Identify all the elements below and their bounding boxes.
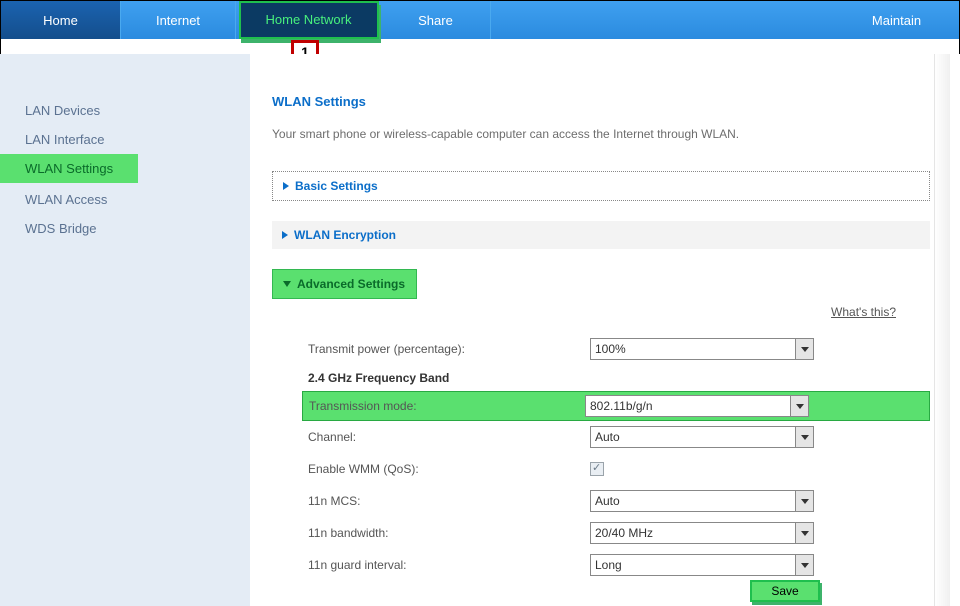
sidebar-item-lan-interface[interactable]: LAN Interface [0,125,250,154]
dropdown-icon [795,555,813,575]
page-title: WLAN Settings [272,94,930,109]
transmit-power-value: 100% [590,338,814,360]
nav-spacer [491,1,834,39]
row-bandwidth: 11n bandwidth: 20/40 MHz [308,517,930,549]
channel-value: Auto [590,426,814,448]
transmit-power-select[interactable]: 100% [590,338,814,360]
chevron-down-icon [283,281,291,287]
band-header: 2.4 GHz Frequency Band [308,371,930,385]
top-nav: Home Internet Home Network Share Maintai… [1,1,959,39]
chevron-right-icon [282,231,288,239]
bandwidth-label: 11n bandwidth: [308,526,590,540]
save-button-wrap: Save [750,580,820,602]
page-description: Your smart phone or wireless-capable com… [272,127,930,141]
nav-tab-home[interactable]: Home [1,1,121,39]
dropdown-icon [795,491,813,511]
save-button[interactable]: Save [750,580,820,602]
nav-tab-share[interactable]: Share [381,1,491,39]
transmission-mode-label: Transmission mode: [309,399,585,413]
sidebar-item-wds-bridge[interactable]: WDS Bridge [0,214,250,243]
nav-tab-internet[interactable]: Internet [121,1,236,39]
transmission-mode-select[interactable]: 802.11b/g/n [585,395,809,417]
row-guard-interval: 11n guard interval: Long [308,549,930,581]
accordion-advanced-label: Advanced Settings [297,277,405,291]
nav-tab-home-network[interactable]: Home Network [239,1,379,39]
sidebar: LAN Devices LAN Interface WLAN Settings … [0,54,250,606]
guard-interval-value: Long [590,554,814,576]
nav-tab-maintain[interactable]: Maintain [834,1,959,39]
sidebar-item-wlan-access[interactable]: WLAN Access [0,185,250,214]
dropdown-icon [790,396,808,416]
sidebar-item-wlan-settings[interactable]: WLAN Settings [0,154,138,183]
chevron-right-icon [283,182,289,190]
row-transmit-power: Transmit power (percentage): 100% [308,333,930,365]
bandwidth-value: 20/40 MHz [590,522,814,544]
guard-interval-label: 11n guard interval: [308,558,590,572]
mcs-select[interactable]: Auto [590,490,814,512]
accordion-advanced[interactable]: Advanced Settings [272,269,417,299]
channel-select[interactable]: Auto [590,426,814,448]
dropdown-icon [795,523,813,543]
mcs-label: 11n MCS: [308,494,590,508]
wmm-checkbox[interactable] [590,462,604,476]
advanced-settings-form: Transmit power (percentage): 100% 2.4 GH… [308,333,930,581]
transmission-mode-value: 802.11b/g/n [585,395,809,417]
bandwidth-select[interactable]: 20/40 MHz [590,522,814,544]
row-wmm: Enable WMM (QoS): [308,453,930,485]
row-transmission-mode: Transmission mode: 802.11b/g/n [302,391,930,421]
whats-this-link[interactable]: What's this? [272,305,896,319]
dropdown-icon [795,339,813,359]
wmm-label: Enable WMM (QoS): [308,462,590,476]
channel-label: Channel: [308,430,590,444]
accordion-encryption[interactable]: WLAN Encryption [272,221,930,249]
guard-interval-select[interactable]: Long [590,554,814,576]
mcs-value: Auto [590,490,814,512]
row-mcs: 11n MCS: Auto [308,485,930,517]
accordion-basic[interactable]: Basic Settings [272,171,930,201]
nav-tab-home-network-wrap: Home Network [236,1,381,39]
sidebar-item-lan-devices[interactable]: LAN Devices [0,96,250,125]
row-channel: Channel: Auto [308,421,930,453]
accordion-advanced-wrap: Advanced Settings [272,269,930,299]
transmit-power-label: Transmit power (percentage): [308,342,590,356]
dropdown-icon [795,427,813,447]
content-area: WLAN Settings Your smart phone or wirele… [250,54,960,606]
body-area: LAN Devices LAN Interface WLAN Settings … [0,54,960,606]
accordion-encryption-label: WLAN Encryption [294,228,396,242]
accordion-basic-label: Basic Settings [295,179,378,193]
